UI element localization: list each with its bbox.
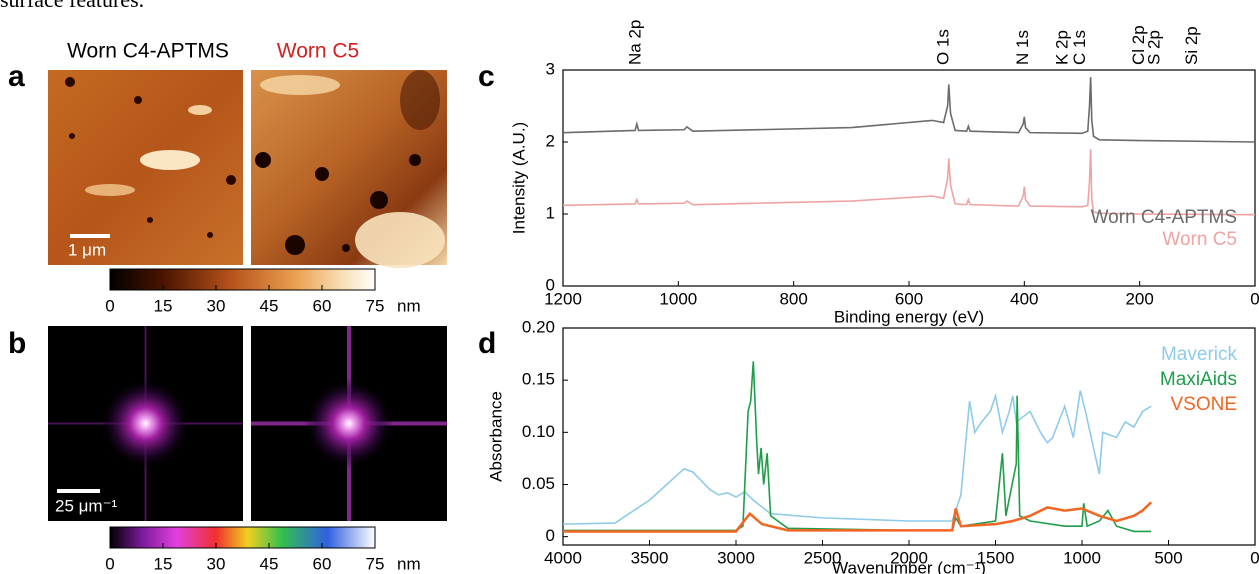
panel-letter: c bbox=[478, 60, 495, 93]
colorbar-tick-label: 75 bbox=[366, 554, 385, 573]
y-tick-label: 0 bbox=[546, 526, 555, 545]
panel-letter: d bbox=[478, 327, 496, 360]
y-axis-label: Absorbance bbox=[486, 391, 505, 482]
peak-label: Cl 2p bbox=[1129, 25, 1148, 65]
x-tick-label: 1000 bbox=[659, 289, 697, 308]
y-tick-label: 2 bbox=[546, 131, 555, 150]
x-tick-label: 0 bbox=[1250, 548, 1259, 567]
peak-label: Si 2p bbox=[1182, 26, 1201, 65]
legend-label: Worn C5 bbox=[1162, 229, 1237, 250]
panel-letter: b bbox=[8, 327, 26, 360]
x-tick-label: 500 bbox=[1154, 548, 1182, 567]
colorbar-unit: nm bbox=[397, 554, 421, 573]
colorbar-tick-label: 60 bbox=[313, 296, 332, 315]
legend-label: Worn C4-APTMS bbox=[1091, 207, 1237, 228]
legend-label: Maverick bbox=[1161, 344, 1238, 365]
fft-image bbox=[48, 326, 243, 521]
x-tick-label: 3500 bbox=[631, 548, 669, 567]
peak-label: C 1s bbox=[1070, 30, 1089, 65]
x-tick-label: 1000 bbox=[1063, 548, 1101, 567]
plot-frame bbox=[562, 327, 1256, 546]
series-line bbox=[562, 149, 1256, 216]
plot-frame bbox=[562, 69, 1256, 287]
colorbar-tick-label: 45 bbox=[260, 554, 279, 573]
x-tick-label: 400 bbox=[1010, 289, 1038, 308]
series-line bbox=[563, 501, 1153, 533]
x-axis-label: Binding energy (eV) bbox=[834, 307, 984, 326]
peak-label: K 2p bbox=[1052, 30, 1071, 65]
colorbar-unit: nm bbox=[397, 296, 421, 315]
x-tick-label: 600 bbox=[895, 289, 923, 308]
legend-label: VSONE bbox=[1170, 394, 1237, 415]
series-line bbox=[562, 390, 1152, 525]
y-tick-label: 0.05 bbox=[522, 474, 555, 493]
x-tick-label: 1500 bbox=[977, 548, 1015, 567]
y-tick-label: 0.20 bbox=[522, 317, 555, 336]
peak-label: N 1s bbox=[1013, 30, 1032, 65]
colorbar-tick-label: 30 bbox=[207, 554, 226, 573]
y-tick-label: 0.15 bbox=[522, 370, 555, 389]
x-tick-label: 0 bbox=[1250, 289, 1259, 308]
colorbar-tick-label: 0 bbox=[105, 296, 114, 315]
fft-image bbox=[251, 326, 447, 521]
scale-bar-label: 25 μm⁻¹ bbox=[55, 496, 118, 515]
image-title: Worn C4-APTMS bbox=[67, 40, 229, 63]
x-tick-label: 1200 bbox=[544, 289, 582, 308]
series-line bbox=[562, 77, 1256, 143]
y-axis-label: Intensity (A.U.) bbox=[509, 122, 528, 234]
colorbar bbox=[109, 268, 376, 291]
panel-letter: a bbox=[8, 60, 25, 93]
x-axis-label: Wavenumber (cm⁻¹) bbox=[832, 558, 986, 574]
colorbar-tick-label: 15 bbox=[154, 554, 173, 573]
colorbar-tick-label: 15 bbox=[154, 296, 173, 315]
colorbar-tick-label: 30 bbox=[207, 296, 226, 315]
series-line bbox=[563, 361, 1152, 533]
x-tick-label: 2000 bbox=[890, 548, 928, 567]
x-tick-label: 3000 bbox=[717, 548, 755, 567]
colorbar-tick-label: 75 bbox=[366, 296, 385, 315]
y-tick-label: 1 bbox=[546, 203, 555, 222]
image-title: Worn C5 bbox=[277, 40, 359, 63]
afm-image bbox=[48, 70, 243, 265]
peak-label: S 2p bbox=[1145, 30, 1164, 65]
x-tick-label: 200 bbox=[1125, 289, 1153, 308]
peak-label: Na 2p bbox=[626, 20, 645, 65]
y-tick-label: 3 bbox=[546, 59, 555, 78]
y-tick-label: 0 bbox=[546, 275, 555, 294]
y-tick-label: 0.10 bbox=[522, 422, 555, 441]
colorbar bbox=[109, 526, 376, 549]
colorbar-tick-label: 45 bbox=[260, 296, 279, 315]
colorbar-tick-label: 0 bbox=[105, 554, 114, 573]
x-tick-label: 800 bbox=[779, 289, 807, 308]
legend-label: MaxiAids bbox=[1160, 369, 1237, 390]
afm-image bbox=[251, 70, 447, 268]
peak-label: O 1s bbox=[934, 29, 953, 65]
x-tick-label: 2500 bbox=[804, 548, 842, 567]
scale-bar-label: 1 μm bbox=[68, 240, 106, 259]
colorbar-tick-label: 60 bbox=[313, 554, 332, 573]
x-tick-label: 4000 bbox=[544, 548, 582, 567]
caption-fragment: surface features. bbox=[0, 0, 144, 12]
